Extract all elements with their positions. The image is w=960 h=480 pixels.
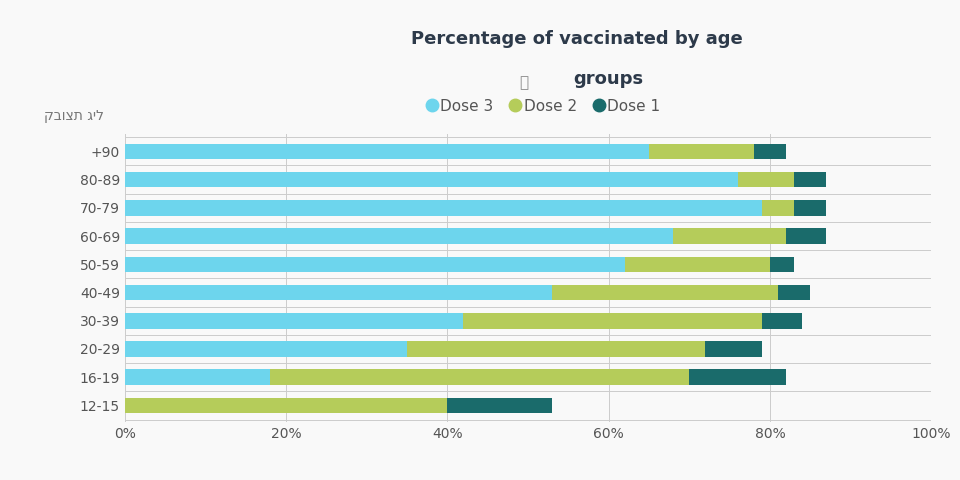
Bar xyxy=(125,256,625,272)
Bar xyxy=(447,398,552,413)
Bar xyxy=(770,256,794,272)
Text: groups: groups xyxy=(573,71,644,88)
Bar xyxy=(464,313,762,328)
Bar xyxy=(407,341,706,357)
Bar xyxy=(125,398,447,413)
Bar xyxy=(762,313,803,328)
Bar xyxy=(125,370,270,385)
Bar xyxy=(786,228,827,244)
Text: Percentage of vaccinated by age: Percentage of vaccinated by age xyxy=(411,30,742,48)
Bar xyxy=(125,285,552,300)
Bar xyxy=(125,144,649,159)
Bar xyxy=(754,144,786,159)
Bar xyxy=(737,172,794,187)
Bar xyxy=(125,172,737,187)
Text: ⓘ: ⓘ xyxy=(519,75,529,90)
Bar xyxy=(689,370,786,385)
Bar xyxy=(552,285,778,300)
Bar xyxy=(125,313,464,328)
Bar xyxy=(794,200,827,216)
Text: קבוצת גיל: קבוצת גיל xyxy=(44,109,105,123)
Bar xyxy=(673,228,786,244)
Bar xyxy=(778,285,810,300)
Bar xyxy=(125,200,762,216)
Bar xyxy=(649,144,754,159)
Bar xyxy=(270,370,689,385)
Bar xyxy=(794,172,827,187)
Bar xyxy=(762,200,794,216)
Legend: Dose 3, Dose 2, Dose 1: Dose 3, Dose 2, Dose 1 xyxy=(421,93,666,120)
Bar xyxy=(125,341,407,357)
Bar xyxy=(706,341,762,357)
Bar xyxy=(625,256,770,272)
Bar xyxy=(125,228,673,244)
